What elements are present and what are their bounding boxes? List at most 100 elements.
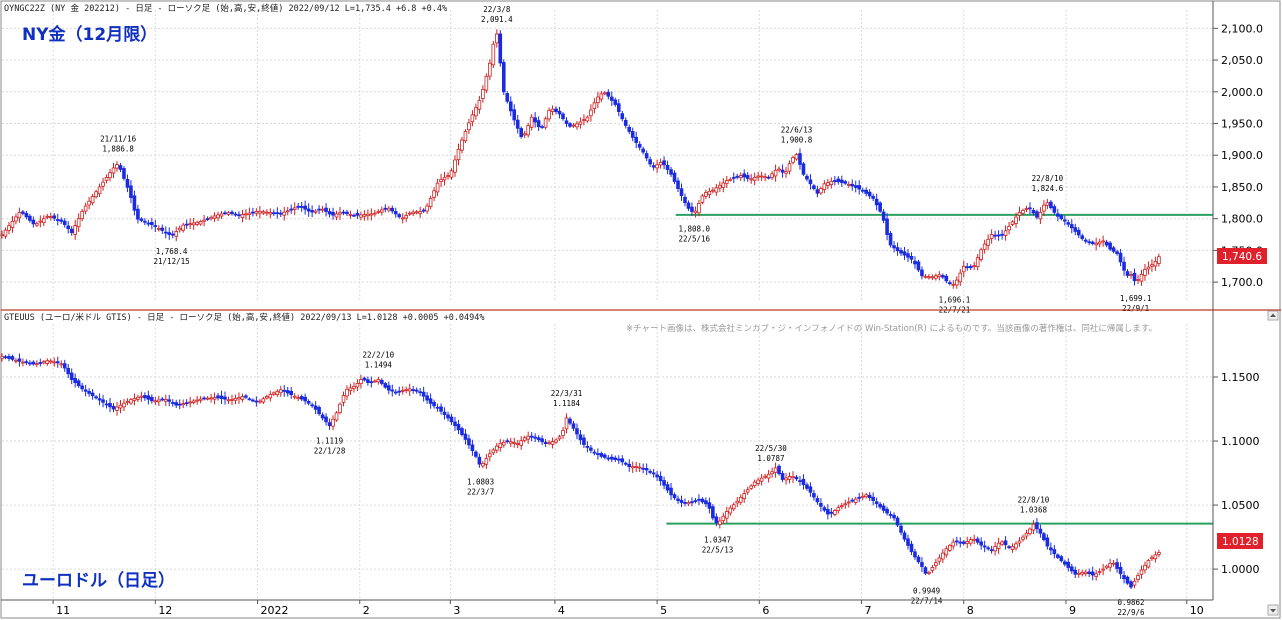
eurusd-candle [334, 412, 339, 421]
eurusd-candle [690, 501, 694, 504]
gold-candle [791, 157, 795, 163]
eurusd-candle [1132, 580, 1137, 586]
gold-candle [630, 131, 635, 138]
eurusd-candle [805, 484, 809, 489]
gold-candle [906, 253, 910, 258]
gold-candle [456, 148, 461, 161]
gold-candle [474, 107, 478, 117]
gold-candle [310, 210, 314, 213]
gold-candle [376, 211, 381, 213]
eurusd-candle [216, 395, 220, 399]
eurusd-candle [125, 400, 130, 403]
eurusd-candle [212, 397, 217, 400]
gold-candle [251, 211, 255, 214]
gold-candle [763, 176, 767, 179]
gold-candle [244, 213, 248, 216]
eurusd-candle [582, 437, 586, 445]
eurusd-candle [1031, 523, 1036, 531]
eurusd-annotation-line2: 1.0368 [1020, 505, 1048, 514]
eurusd-candle [892, 514, 896, 519]
gold-y-tick-label: 2,050.0 [1221, 54, 1263, 67]
eurusd-candle [864, 494, 868, 498]
eurusd-annotation-line1: 0.9862 [1117, 598, 1144, 607]
eurusd-candle [268, 394, 273, 399]
gold-candle [216, 214, 220, 219]
eurusd-candle [265, 396, 269, 399]
gold-candle [937, 274, 942, 278]
eurusd-candles [0, 353, 1161, 590]
eurusd-candle [606, 457, 611, 460]
gold-candle [899, 250, 903, 254]
eurusd-candle [951, 541, 956, 547]
eurusd-candle [571, 423, 576, 429]
eurusd-candle [411, 389, 415, 391]
eurusd-candle [505, 440, 510, 443]
gold-candle [1028, 207, 1032, 210]
eurusd-annotation-line1: 1.0803 [467, 478, 494, 487]
eurusd-candle [24, 361, 29, 364]
gold-candle [393, 211, 398, 215]
eurusd-candle [76, 380, 81, 387]
eurusd-candle [1003, 540, 1008, 546]
gold-candle [568, 123, 572, 127]
eurusd-candle [303, 396, 307, 402]
gold-candle [139, 218, 144, 221]
eurusd-candle [341, 395, 346, 403]
gold-candle [17, 212, 22, 219]
eurusd-candle [1028, 528, 1032, 535]
eurusd-candle [35, 363, 39, 365]
eurusd-candle [822, 507, 827, 511]
gold-candle [738, 175, 743, 179]
eurusd-candle [1049, 547, 1053, 551]
gold-candle [958, 272, 963, 283]
gold-candle [14, 216, 18, 222]
gold-candle [934, 275, 938, 279]
gold-candle [853, 185, 858, 188]
eurusd-candle [585, 445, 590, 448]
gold-candle [261, 211, 266, 214]
gold-grid [2, 10, 1213, 300]
gold-candle [331, 211, 335, 216]
gold-last-value-tag: 1,740.6 [1217, 248, 1267, 264]
gold-candle [773, 169, 778, 177]
eurusd-candle [118, 404, 123, 409]
eurusd-candle [745, 489, 750, 493]
gold-candle [247, 212, 252, 215]
gold-candle [540, 126, 544, 128]
eurusd-candle [414, 389, 419, 392]
gold-candle [94, 191, 98, 198]
eurusd-candle [749, 485, 753, 489]
gold-candle [181, 224, 186, 231]
gold-candle [867, 191, 872, 197]
gold-candle [184, 223, 189, 226]
gold-title: NY金（12月限） [22, 24, 157, 45]
eurusd-candle [923, 567, 928, 574]
eurusd-candle [592, 451, 597, 454]
gold-candle [292, 207, 297, 210]
gold-candle [380, 209, 384, 213]
gold-candle [913, 260, 917, 265]
x-tick-label: 2022 [261, 604, 289, 617]
eurusd-candle [289, 390, 294, 395]
eurusd-candle [672, 494, 677, 499]
gold-candle [1125, 271, 1130, 276]
eurusd-candle [1035, 522, 1039, 530]
gold-candle [725, 180, 729, 184]
gold-last-value-box [1217, 248, 1267, 264]
eurusd-candle [700, 498, 705, 503]
gold-candle [874, 198, 879, 206]
gold-candle [498, 33, 503, 64]
eurusd-candle [1143, 564, 1147, 571]
gold-candle [362, 214, 367, 217]
gold-candle [1104, 241, 1109, 246]
eurusd-candle [136, 396, 140, 400]
gold-candle [198, 221, 203, 225]
gold-candle [749, 178, 753, 181]
x-tick-label: 2 [363, 604, 370, 617]
eurusd-candle [254, 400, 259, 403]
eurusd-candle [836, 507, 841, 512]
eurusd-candle [1097, 571, 1102, 573]
eurusd-candle [791, 476, 795, 479]
eurusd-candle [407, 388, 412, 392]
